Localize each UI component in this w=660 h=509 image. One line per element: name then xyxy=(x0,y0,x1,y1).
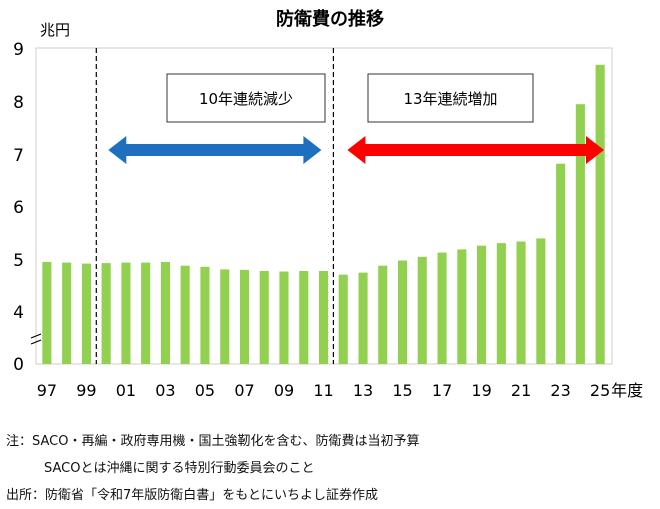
annotation-label: 10年連続減少 xyxy=(199,90,293,108)
y-unit-label: 兆円 xyxy=(40,21,70,39)
annotation-arrow xyxy=(108,136,322,164)
bar-16 xyxy=(417,256,427,364)
bar-17 xyxy=(437,252,447,364)
bar-04 xyxy=(180,265,190,364)
x-tick-label: 19 xyxy=(471,381,491,400)
annotation-box xyxy=(166,73,326,123)
bar-98 xyxy=(62,262,72,364)
y-ticks-group: 0 4 5 6 7 8 9 xyxy=(13,40,24,375)
bar-97 xyxy=(42,262,52,364)
y-tick-label: 5 xyxy=(13,251,24,271)
bar-15 xyxy=(398,260,408,364)
bar-13 xyxy=(358,272,368,364)
bar-19 xyxy=(477,245,487,364)
source-line: 出所：防衛省「令和7年版防衛白書」をもとにいちよし証券作成 xyxy=(6,488,379,503)
bar-06 xyxy=(220,269,230,364)
bar-18 xyxy=(457,249,467,364)
bar-24 xyxy=(575,104,585,364)
bars-group xyxy=(42,64,605,365)
bar-12 xyxy=(338,274,348,364)
y-tick-label: 4 xyxy=(13,303,24,323)
x-tick-label: 13 xyxy=(353,381,373,400)
notes: 注：SACO・再編・政府専用機・国土強靭化を含む、防衛費は当初予算 SACOとは… xyxy=(6,428,419,509)
bar-10 xyxy=(299,271,309,364)
annotation-arrow xyxy=(347,136,604,164)
annotation-box xyxy=(367,73,534,123)
y-tick-label: 9 xyxy=(13,40,24,60)
bar-03 xyxy=(160,262,170,364)
x-tick-label: 21 xyxy=(511,381,531,400)
note-line-2: SACOとは沖縄に関する特別行動委員会のこと xyxy=(44,461,315,476)
chart: 防衛費の推移 兆円 0 4 5 6 7 8 9 97 99 01 03 05 07 09 11 13 15 17… xyxy=(13,8,643,400)
bar-07 xyxy=(239,269,249,364)
y-tick-label: 8 xyxy=(13,93,24,113)
bar-00 xyxy=(101,263,111,364)
chart-title: 防衛費の推移 xyxy=(276,8,384,30)
x-tick-label: 23 xyxy=(550,381,570,400)
bar-01 xyxy=(121,262,131,364)
x-tick-label: 01 xyxy=(116,381,136,400)
x-tick-label: 07 xyxy=(234,381,254,400)
x-ticks-group: 97 99 01 03 05 07 09 11 13 15 17 19 21 23 25 年度 xyxy=(37,381,643,400)
y-tick-label: 6 xyxy=(13,198,24,218)
y-tick-label: 0 xyxy=(13,355,24,375)
bar-23 xyxy=(556,163,566,364)
x-tick-label: 11 xyxy=(313,381,333,400)
axis-break-stroke xyxy=(30,333,42,345)
x-tick-label: 99 xyxy=(76,381,96,400)
annotations-group: 10年連続減少 13年連続増加 xyxy=(95,48,604,364)
bar-99 xyxy=(81,263,91,364)
x-tick-label: 03 xyxy=(155,381,175,400)
bar-14 xyxy=(378,265,388,364)
x-tick-label: 05 xyxy=(195,381,215,400)
bar-11 xyxy=(319,271,329,364)
bar-09 xyxy=(279,271,289,364)
x-tick-label: 09 xyxy=(274,381,294,400)
x-tick-label: 17 xyxy=(432,381,452,400)
note-line-1: 注：SACO・再編・政府専用機・国土強靭化を含む、防衛費は当初予算 xyxy=(6,434,420,449)
bar-20 xyxy=(496,243,506,364)
x-tick-label: 25 xyxy=(590,381,610,400)
axis-break-mark xyxy=(30,333,42,345)
x-axis-suffix: 年度 xyxy=(611,381,643,400)
bar-22 xyxy=(536,238,546,364)
bar-21 xyxy=(516,241,526,364)
annotation-label: 13年連続増加 xyxy=(403,90,497,108)
bar-05 xyxy=(200,266,210,364)
bar-08 xyxy=(259,271,269,364)
bar-25 xyxy=(595,64,605,365)
x-tick-label: 97 xyxy=(37,381,57,400)
x-tick-label: 15 xyxy=(392,381,412,400)
y-tick-label: 7 xyxy=(13,146,24,166)
bar-02 xyxy=(141,262,151,364)
